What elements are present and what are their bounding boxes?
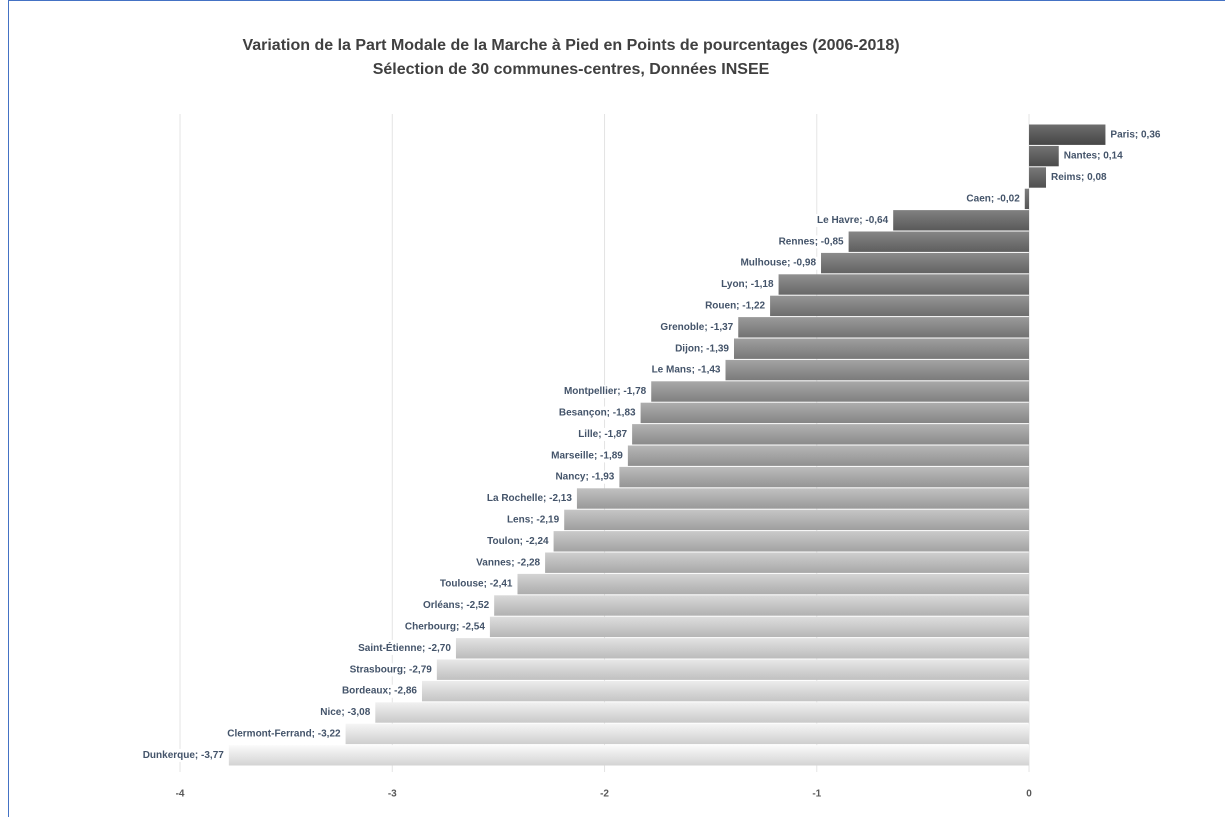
data-label: Toulon; -2,24 — [487, 536, 549, 547]
data-label: Toulouse; -2,41 — [440, 579, 513, 590]
data-label: Grenoble; -1,37 — [660, 322, 733, 333]
chart-subtitle: Sélection de 30 communes-centres, Donnée… — [373, 61, 770, 78]
data-label: Clermont-Ferrand; -3,22 — [227, 729, 341, 740]
label-bg — [484, 492, 575, 506]
label-bg — [318, 706, 373, 720]
bar — [228, 745, 1030, 766]
data-label: Le Havre; -0,64 — [817, 215, 889, 226]
data-label: Lens; -2,19 — [507, 515, 560, 526]
data-label: Dunkerque; -3,77 — [143, 750, 225, 761]
label-bg — [776, 235, 847, 249]
bar — [436, 659, 1030, 680]
bar — [494, 595, 1030, 616]
bar — [564, 509, 1030, 531]
data-label: Caen; -0,02 — [966, 194, 1020, 205]
data-label: La Rochelle; -2,13 — [487, 493, 572, 504]
bar — [576, 488, 1030, 509]
label-bg — [815, 213, 891, 227]
data-label: Lyon; -1,18 — [721, 279, 774, 290]
bar — [821, 252, 1030, 274]
label-bg — [339, 684, 420, 698]
label-bg — [549, 449, 626, 463]
data-label: Mulhouse; -0,98 — [740, 258, 816, 269]
label-bg — [649, 363, 723, 377]
bar — [375, 702, 1030, 723]
data-label: Nantes; 0,14 — [1064, 151, 1123, 162]
bar — [770, 295, 1030, 317]
bar — [627, 445, 1030, 466]
data-label: Bordeaux; -2,86 — [342, 686, 417, 697]
bar — [517, 573, 1030, 595]
data-label: Lille; -1,87 — [578, 429, 627, 440]
label-bg — [556, 406, 639, 420]
bar — [1024, 188, 1030, 210]
data-label: Rennes; -0,85 — [779, 236, 844, 247]
bar — [632, 424, 1030, 445]
data-label: Nice; -3,08 — [320, 707, 370, 718]
label-bg — [504, 513, 562, 527]
label-bg — [347, 663, 435, 677]
data-label: Orléans; -2,52 — [423, 600, 490, 611]
bar — [848, 231, 1030, 252]
bar — [1029, 124, 1106, 145]
label-bg — [437, 577, 515, 591]
label-bg — [225, 727, 344, 741]
x-tick-label: -2 — [600, 789, 609, 800]
label-bg — [1108, 128, 1163, 142]
label-bg — [356, 639, 454, 655]
bar — [489, 616, 1030, 638]
label-bg — [738, 256, 819, 270]
chart-title: Variation de la Part Modale de la Marche… — [242, 37, 899, 54]
bar — [455, 638, 1030, 659]
data-label: Le Mans; -1,43 — [652, 365, 721, 376]
bar — [733, 338, 1030, 359]
data-label: Strasbourg; -2,79 — [350, 664, 433, 675]
data-label: Cherbourg; -2,54 — [405, 622, 485, 633]
data-label: Rouen; -1,22 — [705, 301, 765, 312]
bar — [738, 317, 1030, 338]
x-tick-label: -1 — [812, 789, 821, 800]
bar — [421, 680, 1030, 702]
bar — [640, 402, 1030, 424]
data-label: Saint-Étienne; -2,70 — [358, 641, 451, 654]
bar — [545, 552, 1030, 573]
bar — [1029, 167, 1047, 188]
label-bg — [420, 599, 492, 613]
bar — [778, 274, 1030, 295]
bar — [1029, 145, 1059, 167]
bar — [619, 466, 1030, 488]
bar — [651, 381, 1030, 402]
x-tick-label: -4 — [176, 789, 185, 800]
label-bg — [1061, 149, 1126, 163]
label-bg — [703, 299, 768, 313]
x-tick-label: -3 — [388, 789, 397, 800]
label-bg — [964, 192, 1023, 206]
x-tick-label: 0 — [1026, 789, 1032, 800]
bar — [345, 723, 1030, 745]
label-bg — [553, 470, 617, 484]
data-label: Paris; 0,36 — [1110, 129, 1160, 140]
data-label: Vannes; -2,28 — [476, 557, 540, 568]
label-bg — [402, 620, 488, 634]
label-bg — [576, 427, 630, 441]
data-label: Besançon; -1,83 — [559, 408, 636, 419]
data-label: Reims; 0,08 — [1051, 172, 1107, 183]
data-label: Nancy; -1,93 — [555, 472, 614, 483]
label-bg — [1049, 171, 1110, 185]
label-bg — [673, 342, 732, 356]
bar — [893, 210, 1030, 231]
label-bg — [561, 385, 649, 399]
label-bg — [658, 320, 736, 334]
data-label: Dijon; -1,39 — [675, 343, 729, 354]
data-label: Montpellier; -1,78 — [564, 386, 647, 397]
label-bg — [719, 278, 777, 292]
label-bg — [485, 534, 552, 548]
bar — [725, 359, 1030, 381]
data-label: Marseille; -1,89 — [551, 450, 623, 461]
bar — [553, 531, 1030, 552]
label-bg — [474, 556, 543, 570]
label-bg — [140, 748, 227, 762]
